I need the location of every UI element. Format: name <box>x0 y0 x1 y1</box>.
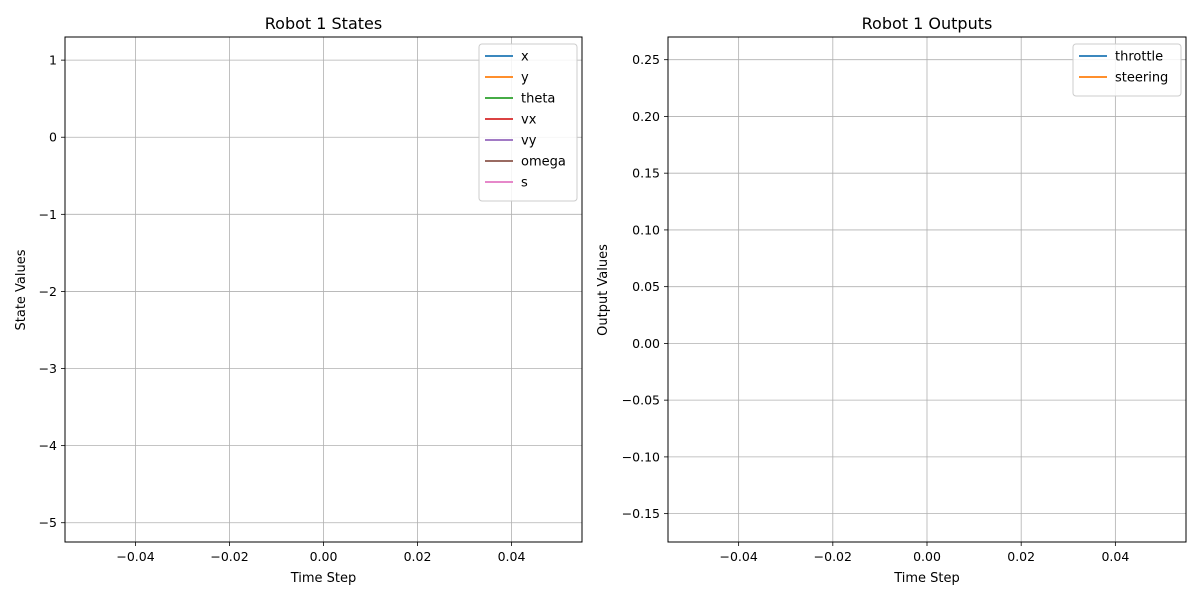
outputs-x-tick-label: −0.04 <box>719 549 757 564</box>
states-x-tick-label: 0.00 <box>310 549 338 564</box>
states-x-tick-label: −0.04 <box>116 549 154 564</box>
states-x-axis-label: Time Step <box>290 571 357 586</box>
outputs-x-tick-label: 0.04 <box>1101 549 1129 564</box>
states-legend: xy theta vx vy omega s <box>478 43 578 202</box>
states-ticks: −0.04 −0.02 0.00 0.02 0.04 −5 −4 −3 −2 −1 0 1 <box>39 53 526 564</box>
outputs-y-tick-label: −0.10 <box>622 449 660 464</box>
outputs-ticks: −0.04 −0.02 0.00 0.02 0.04 −0.15 −0.10 −0.05 0.0… <box>622 52 1130 564</box>
outputs-y-tick-label: −0.05 <box>622 393 660 408</box>
outputs-y-tick-label: 0.05 <box>632 279 660 294</box>
states-x-tick-label: −0.02 <box>210 549 248 564</box>
outputs-x-tick-label: −0.02 <box>814 549 852 564</box>
legend-label-y: y <box>521 71 529 86</box>
legend-label-vx: vx <box>521 113 537 128</box>
legend-label-s: s <box>521 176 528 191</box>
legend-label-theta: theta <box>521 92 555 107</box>
states-y-tick-label: −2 <box>39 284 57 299</box>
outputs-y-tick-label: 0.10 <box>632 222 660 237</box>
outputs-y-tick-label: 0.15 <box>632 166 660 181</box>
states-y-tick-label: −3 <box>39 361 57 376</box>
outputs-chart: Robot 1 Outputs Time Step Output Values … <box>596 14 1187 586</box>
states-x-tick-label: 0.02 <box>404 549 432 564</box>
outputs-plot-area <box>667 36 1187 543</box>
legend-label-vy: vy <box>521 134 537 149</box>
legend-label-omega: omega <box>521 155 566 170</box>
states-y-tick-label: 0 <box>49 130 57 145</box>
outputs-chart-title: Robot 1 Outputs <box>862 14 993 33</box>
outputs-y-tick-label: 0.00 <box>632 336 660 351</box>
states-y-tick-label: −1 <box>39 207 57 222</box>
outputs-x-tick-label: 0.02 <box>1007 549 1035 564</box>
outputs-grid <box>668 37 1186 542</box>
states-chart-title: Robot 1 States <box>265 14 382 33</box>
states-y-axis-label: State Values <box>14 249 29 330</box>
outputs-y-tick-label: 0.25 <box>632 52 660 67</box>
outputs-legend-box <box>1072 43 1182 97</box>
legend-label-throttle: throttle <box>1115 50 1163 65</box>
states-y-tick-label: 1 <box>49 53 57 68</box>
outputs-y-tick-label: −0.15 <box>622 506 660 521</box>
outputs-legend: throttle steering <box>1072 43 1182 97</box>
legend-label-steering: steering <box>1115 71 1168 86</box>
states-chart: Robot 1 States Time Step State Values −0… <box>14 14 583 586</box>
outputs-x-tick-label: 0.00 <box>913 549 941 564</box>
outputs-y-axis-label: Output Values <box>596 244 611 336</box>
states-y-tick-label: −4 <box>39 438 57 453</box>
states-y-tick-label: −5 <box>39 515 57 530</box>
outputs-y-tick-label: 0.20 <box>632 109 660 124</box>
states-x-tick-label: 0.04 <box>498 549 526 564</box>
states-plot-area <box>64 36 583 543</box>
states-grid <box>65 37 582 542</box>
legend-label-x: x <box>521 50 529 65</box>
outputs-x-axis-label: Time Step <box>893 571 960 586</box>
